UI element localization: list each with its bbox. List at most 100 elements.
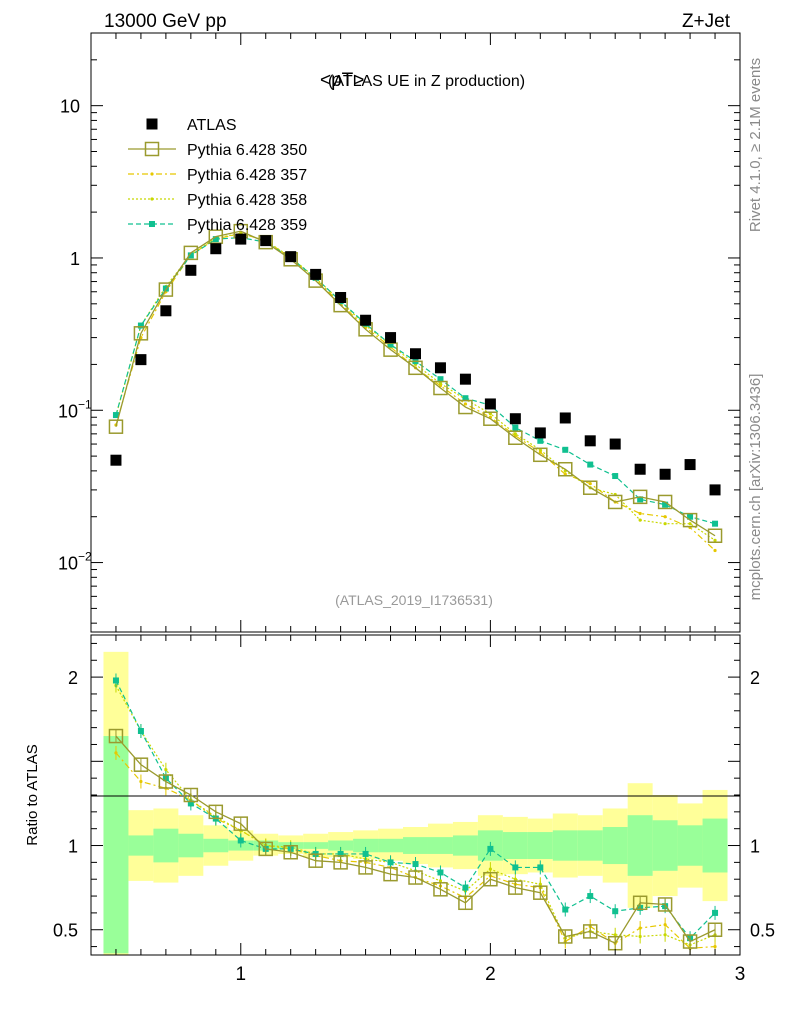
band-inner-22	[652, 820, 678, 871]
band-inner-10	[353, 838, 379, 853]
point-data-13	[434, 362, 446, 374]
ratio-point-p359-13	[437, 869, 444, 876]
ratio-point-p350-11	[383, 866, 398, 882]
point-p357-17	[538, 450, 542, 454]
y-tick-label-main-0: 10	[60, 97, 80, 117]
point-data-15	[484, 398, 496, 410]
series-line-p350	[115, 230, 716, 537]
point-p350-18	[558, 461, 573, 477]
ratio-point-p359-24	[712, 909, 719, 916]
point-p350-16	[508, 430, 523, 445]
ratio-point-p357-21	[638, 926, 642, 930]
point-p350-15	[483, 411, 498, 426]
ratio-point-p350-4	[208, 804, 224, 820]
ratio-point-p350-6	[258, 841, 273, 857]
point-p350-2	[158, 282, 174, 297]
point-p350-1	[133, 326, 149, 341]
band-inner-1	[128, 835, 154, 856]
series-line-p358	[115, 232, 716, 541]
band-inner-8	[303, 842, 329, 849]
ratio-point-p359-16	[512, 864, 519, 871]
point-p350-12	[408, 360, 423, 376]
point-data-22	[659, 468, 671, 480]
ratio-point-p350-3	[183, 787, 199, 803]
point-p359-11	[387, 341, 394, 348]
ratio-point-p357-0	[114, 751, 118, 755]
point-data-12	[410, 348, 421, 360]
ratio-point-p350-2	[158, 774, 174, 789]
ratio-point-p350-5	[233, 816, 249, 831]
point-data-11	[385, 332, 397, 344]
mcplots-ref: mcplots.cern.ch [arXiv:1306.3436]	[747, 374, 764, 601]
y-tick-label-main-3: 10	[58, 554, 78, 574]
point-p359-19	[587, 461, 594, 468]
ratio-point-p359-14	[462, 884, 469, 891]
ratio-axis-ticks: 2 2 1 1 0.5 0.5	[53, 635, 775, 955]
ratio-point-p359-20	[612, 908, 619, 915]
ratio-point-p350-14	[458, 895, 473, 911]
point-p359-13	[437, 376, 444, 383]
ratio-point-p350-9	[333, 855, 348, 870]
band-inner-2	[153, 828, 179, 863]
band-inner-0	[103, 736, 129, 954]
point-p357-19	[588, 481, 592, 486]
point-p358-24	[713, 538, 717, 542]
legend-marker-p358	[150, 197, 154, 201]
ratio-point-p357-24	[713, 944, 717, 949]
point-p357-21	[638, 511, 642, 516]
ratio-y-label-right-2: 0.5	[750, 921, 775, 941]
point-p350-13	[433, 380, 448, 396]
point-p357-13	[438, 384, 443, 388]
point-data-7	[285, 251, 297, 263]
point-p359-4	[212, 236, 219, 243]
band-inner-11	[378, 838, 404, 853]
point-p350-23	[682, 512, 698, 528]
header-right: Z+Jet	[682, 11, 731, 32]
point-data-8	[310, 268, 322, 280]
header-left: 13000 GeV pp	[104, 11, 227, 32]
ratio-point-p350-8	[308, 853, 323, 868]
ratio-point-p358-20	[613, 933, 617, 937]
point-p359-16	[512, 424, 519, 431]
point-p359-18	[562, 446, 569, 453]
legend-label-p359: Pythia 6.428 359	[187, 217, 307, 234]
ratio-point-p350-22	[657, 897, 673, 912]
band-inner-14	[452, 835, 478, 856]
point-data-9	[335, 292, 347, 304]
point-p358-23	[688, 522, 692, 526]
point-p350-24	[707, 528, 723, 543]
ratio-point-p358-2	[164, 768, 168, 772]
legend-label-p350: Pythia 6.428 350	[187, 142, 307, 159]
point-data-1	[135, 354, 147, 366]
point-data-14	[459, 373, 471, 385]
band-inner-4	[203, 838, 229, 853]
ratio-point-p358-17	[538, 882, 542, 886]
band-inner-20	[602, 827, 628, 865]
point-data-0	[110, 454, 122, 466]
point-p359-21	[637, 496, 644, 503]
point-p357-24	[713, 548, 717, 553]
ratio-point-p350-1	[133, 757, 149, 772]
legend-label-p358: Pythia 6.428 358	[187, 192, 307, 209]
point-data-21	[634, 463, 646, 475]
point-data-2	[160, 305, 172, 317]
band-inner-13	[427, 837, 453, 854]
ratio-point-p359-1	[137, 728, 144, 734]
ratio-y-label-left-1: 1	[68, 837, 78, 857]
analysis-id: (ATLAS_2019_I1736531)	[335, 592, 493, 608]
ratio-point-p350-10	[358, 860, 373, 875]
ratio-point-p350-12	[408, 870, 423, 885]
point-data-18	[559, 412, 571, 424]
point-data-19	[584, 435, 596, 447]
band-inner-24	[702, 818, 728, 873]
ratio-point-p358-22	[663, 933, 667, 937]
ratio-point-p359-18	[562, 906, 569, 913]
ratio-point-p359-0	[112, 677, 119, 684]
point-p350-17	[533, 447, 548, 463]
point-p350-19	[582, 480, 598, 495]
ratio-point-p359-17	[537, 864, 544, 871]
x-tick-label-0: 1	[235, 964, 246, 985]
x-axis-ticks: 1 2 3	[235, 964, 745, 985]
point-p359-22	[662, 501, 669, 508]
